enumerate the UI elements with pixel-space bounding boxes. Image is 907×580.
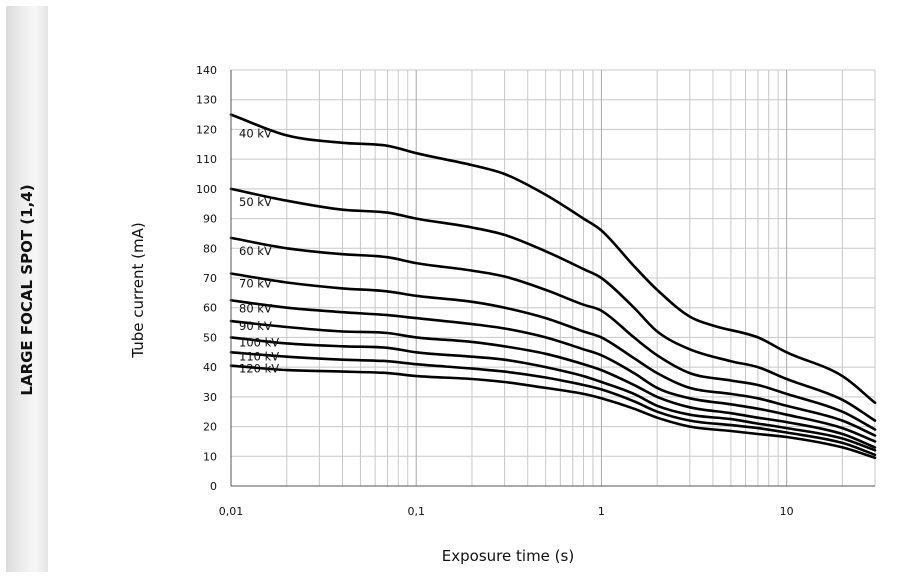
series-labels: 40 kV 50 kV 60 kV 70 kV 80 kV 90 kV 100 kV110 …	[239, 127, 279, 376]
series-label: 110 kV	[239, 349, 279, 363]
series-label: 40 kV	[239, 127, 272, 141]
y-tick-label: 90	[203, 213, 217, 226]
series-line	[229, 272, 877, 437]
x-tick-label: 10	[780, 505, 794, 518]
x-tick-label: 1	[598, 505, 605, 518]
y-tick-label: 0	[210, 480, 217, 493]
side-panel	[6, 6, 48, 572]
y-tick-label: 60	[203, 302, 217, 315]
y-tick-label: 20	[203, 421, 217, 434]
grid-lines	[230, 69, 876, 487]
series-line	[229, 336, 877, 452]
series-line	[229, 113, 877, 405]
y-tick-label: 120	[196, 123, 217, 136]
series-label: 60 kV	[239, 244, 272, 258]
y-tick-label: 80	[203, 242, 217, 255]
y-tick-label: 110	[196, 153, 217, 166]
series-label: 80 kV	[239, 301, 272, 315]
series-line	[229, 299, 877, 443]
x-axis-label: Exposure time (s)	[441, 547, 575, 565]
series-line	[229, 351, 877, 457]
axes	[230, 70, 875, 487]
y-tick-label: 10	[203, 450, 217, 463]
y-tick-label: 100	[196, 183, 217, 196]
series-lines	[229, 113, 877, 460]
series-label: 90 kV	[239, 319, 272, 333]
series-line	[229, 364, 877, 460]
series-label: 50 kV	[239, 195, 272, 209]
y-tick-label: 30	[203, 391, 217, 404]
series-label: 70 kV	[239, 277, 272, 291]
y-tick-label: 40	[203, 361, 217, 374]
series-line	[229, 187, 877, 422]
y-tick-label: 50	[203, 331, 217, 344]
series-label: 120 kV	[239, 362, 279, 376]
series-label: 100 kV	[239, 335, 279, 349]
series-line	[229, 236, 877, 431]
y-tick-label: 140	[196, 64, 217, 77]
y-tick-label: 130	[196, 94, 217, 107]
y-tick-label: 70	[203, 272, 217, 285]
series-line	[229, 319, 877, 449]
x-tick-label: 0,1	[407, 505, 425, 518]
x-tick-label: 0,01	[219, 505, 244, 518]
